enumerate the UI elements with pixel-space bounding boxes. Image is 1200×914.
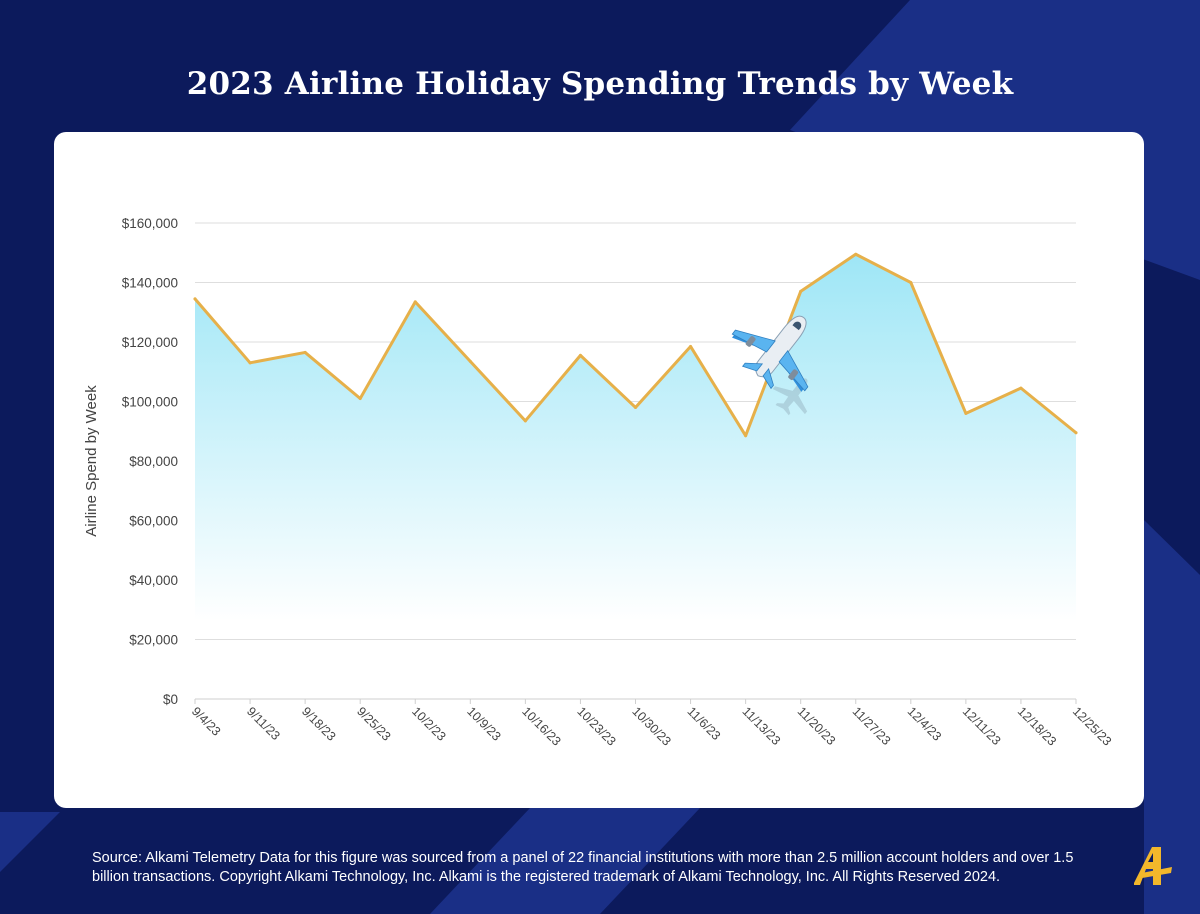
x-tick-label: 11/27/23	[850, 704, 894, 748]
x-tick-label: 9/18/23	[299, 704, 338, 743]
y-tick-label: $0	[163, 692, 178, 707]
background-shape-bottom-center	[430, 808, 700, 914]
data-point	[854, 252, 858, 256]
y-axis-tick-labels: $0 $20,000 $40,000 $60,000 $80,000 $100,000 $1…	[122, 216, 178, 707]
x-tick-label: 10/2/23	[409, 704, 448, 743]
data-point	[523, 419, 527, 423]
x-tick-label: 12/4/23	[905, 704, 944, 743]
x-tick-label: 9/25/23	[354, 704, 393, 743]
data-point	[634, 405, 637, 409]
source-note: Source: Alkami Telemetry Data for this f…	[92, 850, 1074, 885]
y-tick-label: $60,000	[129, 514, 178, 529]
x-tick-label: 11/20/23	[795, 704, 839, 748]
data-point	[358, 397, 362, 401]
data-point	[799, 289, 803, 293]
y-tick-label: $20,000	[129, 633, 178, 648]
x-tick-label: 12/25/23	[1070, 704, 1114, 748]
airplane-icon	[731, 315, 809, 416]
data-point	[468, 359, 472, 363]
background-shape-right	[1144, 520, 1200, 914]
y-axis-label: Airline Spend by Week	[83, 385, 100, 537]
data-point	[578, 353, 582, 357]
y-tick-label: $140,000	[122, 276, 178, 291]
data-point	[744, 434, 748, 438]
data-point	[413, 300, 417, 304]
data-point	[1019, 386, 1023, 390]
chart-card: $0 $20,000 $40,000 $60,000 $80,000 $100,000 $1…	[54, 132, 1144, 808]
page-title: 2023 Airline Holiday Spending Trends by …	[186, 66, 1014, 102]
x-tick-label: 11/13/23	[740, 704, 784, 748]
alkami-logo-icon	[1134, 847, 1172, 885]
data-point	[689, 344, 693, 348]
x-tick-label: 10/16/23	[519, 704, 563, 748]
data-point	[1074, 431, 1078, 435]
y-tick-label: $100,000	[122, 395, 178, 410]
y-tick-label: $80,000	[129, 454, 178, 469]
y-tick-label: $120,000	[122, 335, 178, 350]
y-tick-label: $160,000	[122, 216, 178, 231]
data-point	[964, 411, 968, 415]
data-point	[248, 361, 252, 365]
x-tick-label: 12/18/23	[1015, 704, 1059, 748]
x-tick-label: 10/30/23	[629, 704, 673, 748]
data-point	[193, 297, 197, 301]
data-point	[303, 350, 307, 354]
area-fill	[195, 254, 1076, 622]
x-tick-label: 9/4/23	[189, 704, 224, 739]
x-tick-label: 9/11/23	[244, 704, 283, 743]
y-tick-label: $40,000	[129, 573, 178, 588]
x-tick-label: 10/9/23	[464, 704, 503, 743]
series-line	[193, 252, 1078, 438]
x-axis-tick-labels: 9/4/23 9/11/23 9/18/23 9/25/23 10/2/23 10/9/2…	[189, 699, 1114, 749]
x-tick-label: 12/11/23	[960, 704, 1004, 748]
series-area	[195, 254, 1076, 622]
x-tick-label: 10/23/23	[574, 704, 618, 748]
x-tick-label: 11/6/23	[684, 704, 723, 743]
chart-area: $0 $20,000 $40,000 $60,000 $80,000 $100,000 $1…	[83, 216, 1114, 749]
background-shape-bottom-left	[0, 812, 60, 872]
data-point	[909, 281, 913, 284]
